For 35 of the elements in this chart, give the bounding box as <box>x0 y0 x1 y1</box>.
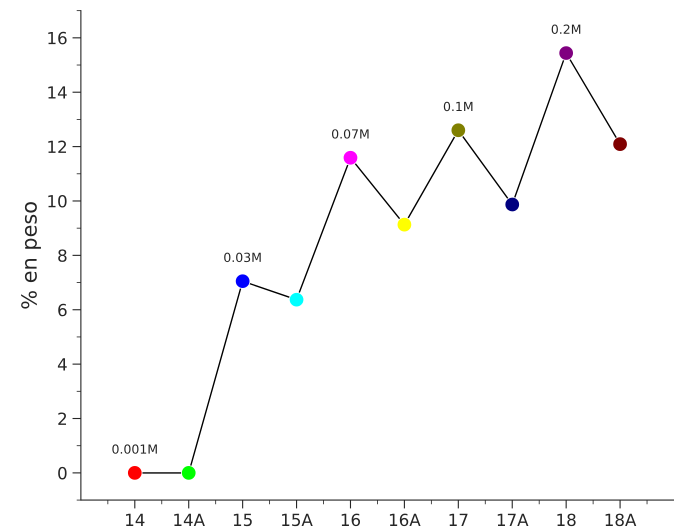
point <box>558 45 574 61</box>
annotation: 0.2M <box>552 24 580 34</box>
point <box>342 150 358 166</box>
x-tick-label: 15 <box>234 514 252 526</box>
point <box>504 196 520 212</box>
y-tick-label: 0 <box>58 466 67 480</box>
y-tick-label: 2 <box>58 412 66 425</box>
point <box>396 216 412 232</box>
point <box>450 122 466 138</box>
y-tick-label: 10 <box>48 194 67 208</box>
x-tick-label: 17A <box>498 514 528 526</box>
annotation: 0.001M <box>112 444 157 454</box>
y-tick-label: 6 <box>58 304 67 316</box>
y-axis-title: % en peso <box>21 202 41 309</box>
y-tick-label: 16 <box>48 32 67 44</box>
x-tick-label: 17 <box>450 514 468 526</box>
point <box>612 136 628 152</box>
annotation: 0.1M <box>444 102 472 112</box>
x-tick-label: 15A <box>282 514 313 526</box>
x-tick-label: 14A <box>174 514 205 526</box>
x-tick-label: 18A <box>606 514 636 526</box>
x-tick-label: 18 <box>557 514 576 526</box>
x-tick-label: 16A <box>390 514 421 526</box>
x-tick-label: 14 <box>126 514 144 526</box>
point <box>234 273 250 289</box>
annotation: 0.03M <box>224 252 261 262</box>
point <box>288 292 304 308</box>
y-tick-label: 4 <box>58 358 67 370</box>
y-tick-label: 8 <box>58 249 67 262</box>
y-tick-label: 12 <box>48 140 66 153</box>
point <box>181 465 196 481</box>
annotation: 0.07M <box>332 129 369 139</box>
x-tick-label: 16 <box>342 514 360 526</box>
point <box>127 465 143 481</box>
y-tick-label: 14 <box>48 86 67 99</box>
